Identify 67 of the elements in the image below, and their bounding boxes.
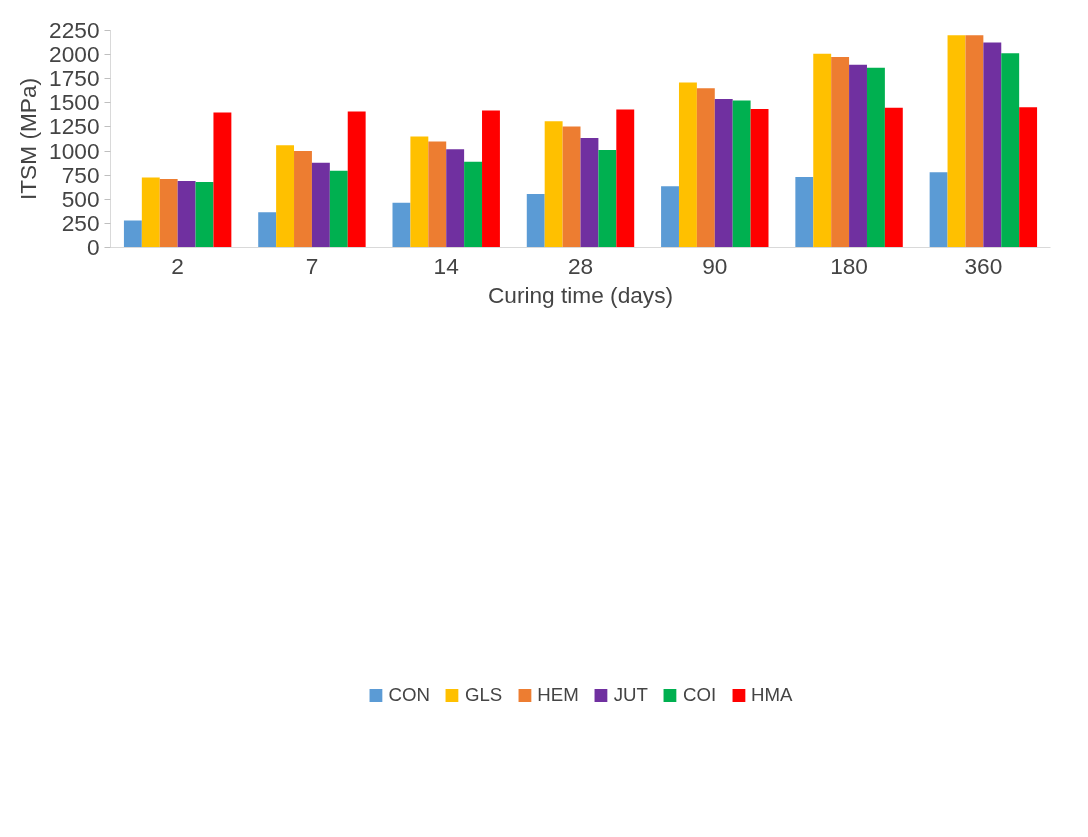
y-tick-label: 1750 (49, 65, 100, 92)
bar (482, 110, 500, 248)
bar (714, 98, 733, 248)
bar (544, 121, 563, 248)
legend-label: CON (388, 683, 430, 706)
x-tick-label: 90 (702, 252, 728, 279)
x-axis-title: Curing time (days) (487, 281, 674, 308)
x-tick-label: 360 (964, 252, 1003, 279)
bar (428, 141, 447, 248)
bar (347, 111, 366, 248)
bar (661, 186, 679, 248)
y-tick-label: 2000 (49, 41, 100, 68)
x-tick-label: 7 (305, 252, 319, 279)
bar (294, 151, 312, 248)
y-tick-label: 1250 (49, 113, 100, 140)
y-tick-label: 0 (86, 234, 100, 260)
bar (392, 202, 411, 248)
bar (866, 67, 885, 248)
bar (213, 112, 232, 248)
bar (795, 177, 814, 248)
bar (1019, 107, 1038, 248)
bar (159, 179, 178, 248)
bar (464, 161, 483, 248)
bar (947, 35, 966, 248)
bar (750, 109, 769, 248)
x-tick-label: 2 (171, 252, 184, 279)
x-tick-label: 28 (567, 252, 594, 279)
x-tick-label: 14 (433, 252, 459, 279)
bar (446, 149, 465, 248)
bar (732, 100, 751, 248)
bar (311, 162, 330, 248)
y-tick-label: 500 (61, 185, 100, 212)
bar (562, 126, 581, 248)
bar (884, 107, 903, 248)
bar (965, 35, 984, 248)
bar (813, 53, 832, 248)
legend-label: HMA (751, 683, 793, 706)
bar (177, 180, 196, 248)
y-axis-title: ITSM (MPa) (15, 77, 42, 201)
bar (580, 138, 599, 248)
bar (276, 145, 295, 248)
legend-label: GLS (464, 683, 503, 706)
bar (849, 64, 867, 248)
bar (195, 181, 214, 248)
y-tick-label: 250 (61, 209, 100, 236)
bar (929, 172, 948, 248)
bar (526, 193, 545, 248)
bar (329, 170, 348, 248)
legend-label: JUT (613, 683, 648, 706)
bar (616, 109, 635, 248)
bar (258, 212, 277, 248)
bar (598, 150, 617, 248)
bar (831, 57, 850, 248)
bar (678, 82, 697, 248)
bar (983, 42, 1002, 248)
y-tick-label: 1000 (49, 137, 100, 164)
y-tick-label: 2250 (49, 17, 100, 43)
x-tick-label: 180 (830, 252, 868, 279)
bar (1001, 53, 1020, 248)
bar (410, 136, 429, 248)
legend-label: HEM (537, 683, 579, 706)
y-tick-label: 750 (61, 161, 100, 188)
y-tick-label: 1500 (49, 89, 100, 116)
bar (123, 220, 142, 248)
legend-label: COI (682, 683, 717, 706)
bar (696, 88, 715, 248)
bar (141, 177, 160, 248)
